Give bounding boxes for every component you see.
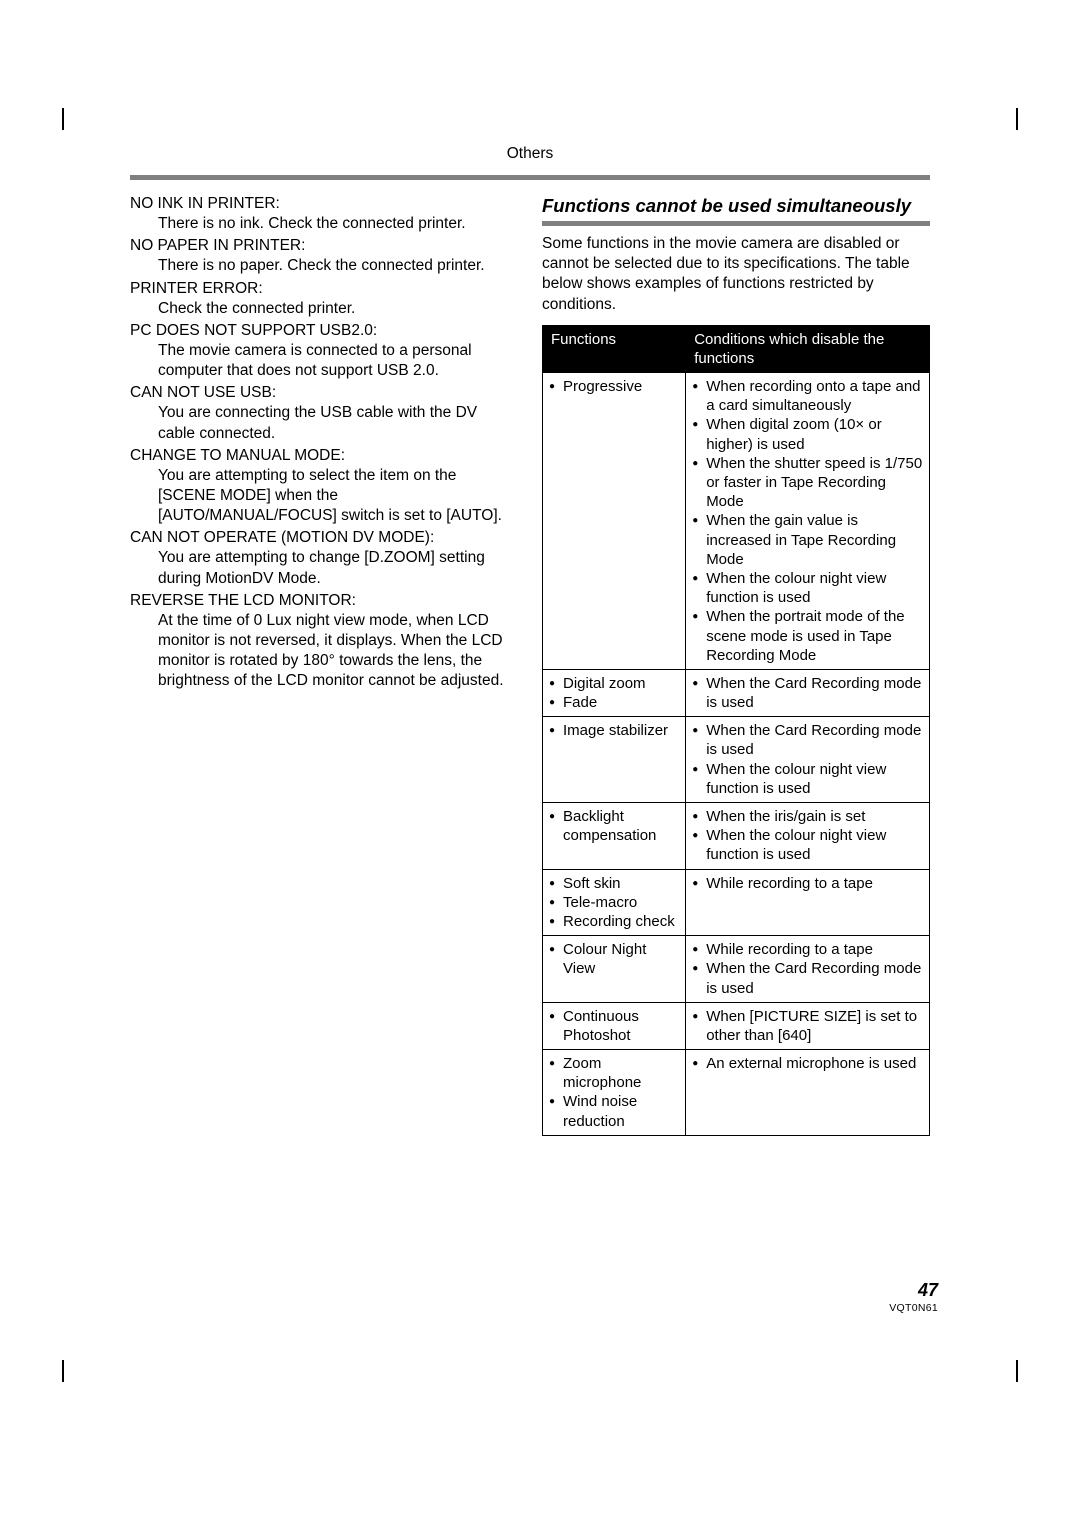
condition-item: When the colour night view function is u… [692, 760, 925, 798]
subsection-intro: Some functions in the movie camera are d… [542, 234, 930, 315]
right-column: Functions cannot be used simultaneously … [542, 194, 930, 1136]
table-row: Image stabilizer When the Card Recording … [543, 717, 930, 803]
condition-item: When the portrait mode of the scene mode… [692, 607, 925, 665]
function-item: Image stabilizer [549, 721, 681, 740]
subsection-rule [542, 221, 930, 226]
message-title: CHANGE TO MANUAL MODE: [130, 446, 518, 466]
condition-item: When digital zoom (10× or higher) is use… [692, 415, 925, 453]
function-item: Soft skin [549, 874, 681, 893]
section-label: Others [130, 145, 930, 167]
page-content: Others NO INK IN PRINTER:There is no ink… [130, 145, 930, 1136]
condition-item: When recording onto a tape and a card si… [692, 377, 925, 415]
section-rule [130, 175, 930, 180]
table-row: Colour Night View While recording to a ta… [543, 936, 930, 1003]
message-description: Check the connected printer. [158, 299, 518, 319]
table-row: Digital zoomFade When the Card Recording … [543, 669, 930, 716]
table-row: Backlight compensation When the iris/gain… [543, 803, 930, 870]
table-header-conditions: Conditions which disable the functions [694, 331, 884, 367]
document-code: VQT0N61 [889, 1302, 938, 1314]
table-row: Zoom microphoneWind noise reduction An ex… [543, 1050, 930, 1136]
message-title: NO INK IN PRINTER: [130, 194, 518, 214]
function-item: Zoom microphone [549, 1054, 681, 1092]
table-row: Soft skinTele-macroRecording check While … [543, 869, 930, 936]
message-description: You are connecting the USB cable with th… [158, 403, 518, 443]
condition-item: When [PICTURE SIZE] is set to other than… [692, 1007, 925, 1045]
function-item: Fade [549, 693, 681, 712]
message-description: You are attempting to select the item on… [158, 466, 518, 526]
table-row: Progressive When recording onto a tape an… [543, 373, 930, 670]
two-column-layout: NO INK IN PRINTER:There is no ink. Check… [130, 194, 930, 1136]
message-title: CAN NOT OPERATE (MOTION DV MODE): [130, 528, 518, 548]
function-item: Progressive [549, 377, 681, 396]
condition-item: An external microphone is used [692, 1054, 925, 1073]
condition-item: When the gain value is increased in Tape… [692, 511, 925, 569]
condition-item: When the Card Recording mode is used [692, 959, 925, 997]
function-item: Colour Night View [549, 940, 681, 978]
function-item: Recording check [549, 912, 681, 931]
table-header-functions: Functions [551, 331, 616, 348]
message-description: The movie camera is connected to a perso… [158, 341, 518, 381]
condition-item: When the shutter speed is 1/750 or faste… [692, 454, 925, 512]
function-item: Continuous Photoshot [549, 1007, 681, 1045]
function-item: Tele-macro [549, 893, 681, 912]
functions-table: Functions Conditions which disable the f… [542, 325, 930, 1136]
subsection-heading: Functions cannot be used simultaneously [542, 194, 930, 217]
message-title: NO PAPER IN PRINTER: [130, 236, 518, 256]
condition-item: When the Card Recording mode is used [692, 674, 925, 712]
condition-item: When the colour night view function is u… [692, 569, 925, 607]
condition-item: While recording to a tape [692, 874, 925, 893]
condition-item: When the iris/gain is set [692, 807, 925, 826]
function-item: Digital zoom [549, 674, 681, 693]
condition-item: When the colour night view function is u… [692, 826, 925, 864]
message-description: There is no paper. Check the connected p… [158, 256, 518, 276]
message-title: REVERSE THE LCD MONITOR: [130, 591, 518, 611]
message-title: CAN NOT USE USB: [130, 383, 518, 403]
left-column: NO INK IN PRINTER:There is no ink. Check… [130, 194, 518, 1136]
function-item: Backlight compensation [549, 807, 681, 845]
condition-item: While recording to a tape [692, 940, 925, 959]
table-row: Continuous Photoshot When [PICTURE SIZE] … [543, 1002, 930, 1049]
page-number: 47 [918, 1280, 938, 1301]
message-title: PRINTER ERROR: [130, 279, 518, 299]
message-description: There is no ink. Check the connected pri… [158, 214, 518, 234]
message-description: At the time of 0 Lux night view mode, wh… [158, 611, 518, 692]
function-item: Wind noise reduction [549, 1092, 681, 1130]
message-title: PC DOES NOT SUPPORT USB2.0: [130, 321, 518, 341]
condition-item: When the Card Recording mode is used [692, 721, 925, 759]
message-description: You are attempting to change [D.ZOOM] se… [158, 548, 518, 588]
